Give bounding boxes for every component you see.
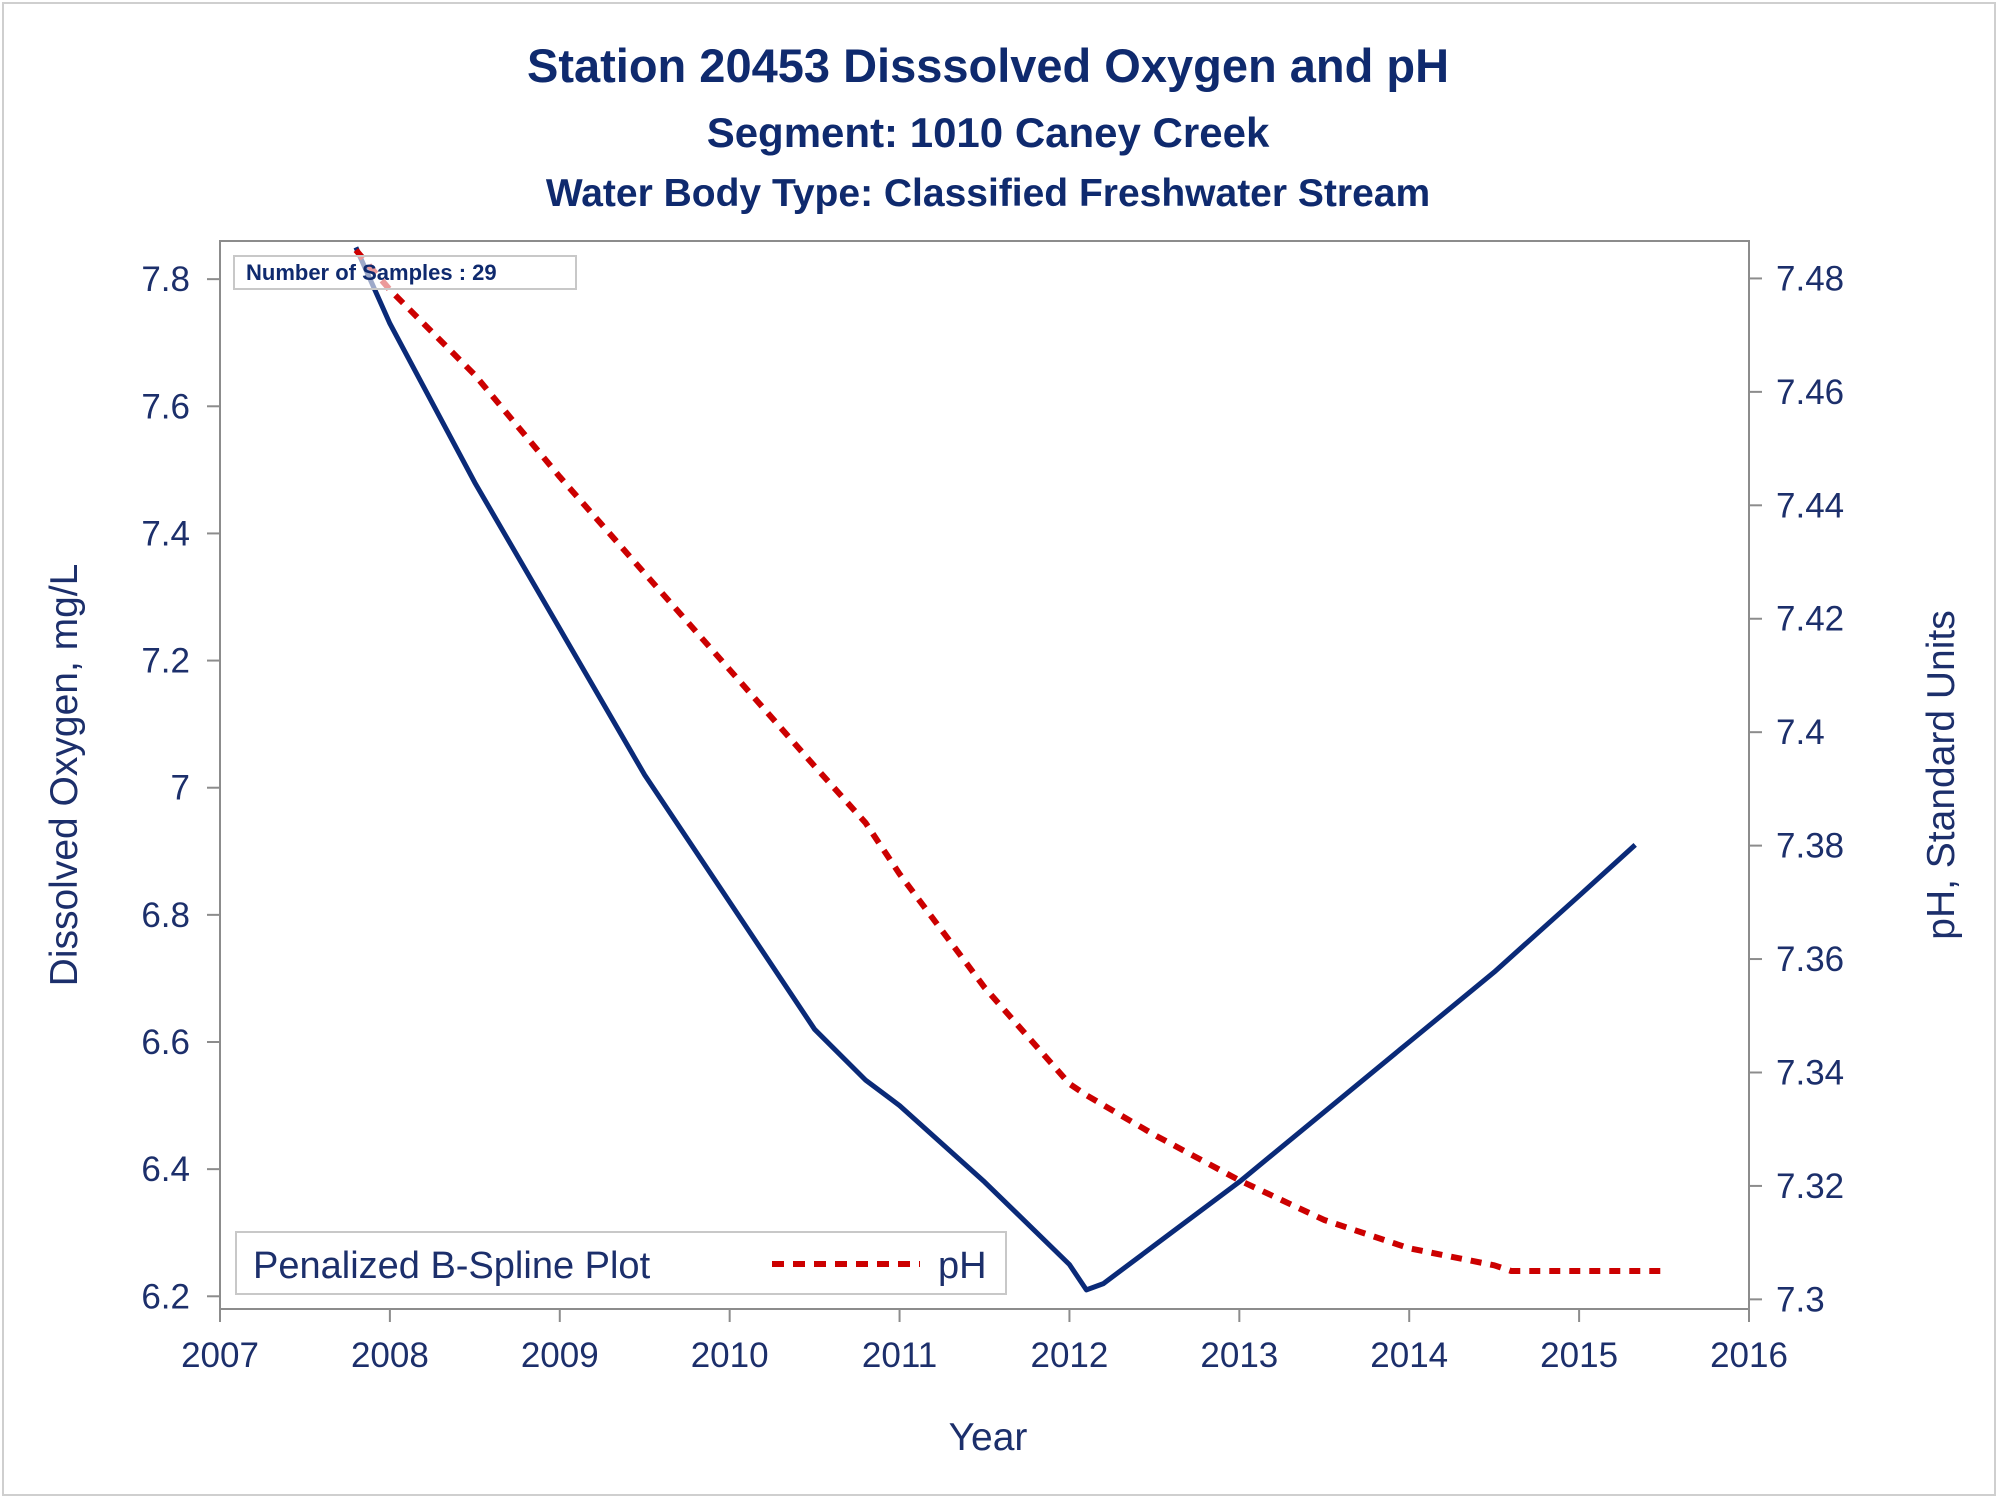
dissolved-oxygen-series-line [353,246,1637,1293]
y2-axis-label: pH, Standard Units [1920,610,1963,940]
y-tick-label: 7.4 [141,514,190,553]
sample-count-label: Number of Samples : 29 [246,260,497,285]
y2-tick-label: 7.42 [1776,600,1844,639]
legend-ph-label: pH [938,1245,987,1287]
y2-tick-label: 7.46 [1776,373,1844,412]
plot-area-border [219,240,1750,1310]
y-tick-label: 7.2 [141,642,190,681]
y-axis-label: Dissolved Oxygen, mg/L [43,564,86,987]
y-tick-label: 6.8 [141,896,190,935]
y-tick-label: 7.6 [141,387,190,426]
y2-tick-label: 7.3 [1776,1280,1825,1319]
ph-series-line [353,248,1665,1274]
legend-title: Penalized B-Spline Plot [253,1245,651,1287]
x-tick-label: 2012 [1031,1336,1109,1375]
x-tick-label: 2010 [691,1336,769,1375]
x-tick-label: 2015 [1540,1336,1618,1375]
chart-subtitle-segment: Segment: 1010 Caney Creek [707,109,1270,156]
x-tick-label: 2007 [181,1336,259,1375]
x-tick-label: 2009 [521,1336,599,1375]
legend: Penalized B-Spline Plot pH [235,1231,1007,1295]
y2-tick-label: 7.36 [1776,940,1844,979]
y-tick-label: 6.4 [141,1150,190,1189]
y-tick-label: 6.6 [141,1023,190,1062]
y-tick-label: 6.2 [141,1277,190,1316]
y2-tick-label: 7.32 [1776,1167,1844,1206]
axes-layer: 2007 2008 2009 2010 2011 2012 2013 2014 2015 2016… [141,259,1844,1375]
y2-tick-label: 7.34 [1776,1053,1844,1092]
y-tick-label: 7 [171,769,190,808]
y2-tick-label: 7.48 [1776,259,1844,298]
sample-count-inset: Number of Samples : 29 [233,255,577,290]
y-tick-label: 7.8 [141,260,190,299]
x-tick-label: 2014 [1370,1336,1448,1375]
x-tick-label: 2016 [1710,1336,1788,1375]
x-tick-label: 2013 [1200,1336,1278,1375]
series-layer [353,246,1665,1293]
chart-title: Station 20453 Disssolved Oxygen and pH [527,39,1449,92]
x-tick-label: 2011 [862,1336,937,1375]
x-axis-label: Year [949,1416,1028,1459]
y2-tick-label: 7.4 [1776,713,1825,752]
y2-tick-label: 7.38 [1776,827,1844,866]
chart-subtitle-water-body: Water Body Type: Classified Freshwater S… [546,172,1430,215]
x-tick-label: 2008 [351,1336,429,1375]
y2-tick-label: 7.44 [1776,486,1844,525]
sample-count-box [233,255,577,290]
